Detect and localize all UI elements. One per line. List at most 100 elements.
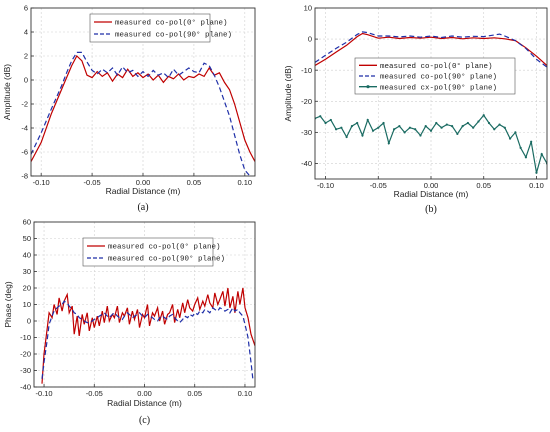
legend-label: measured co-pol(0° plane) — [115, 19, 228, 28]
data-point — [334, 128, 338, 131]
data-point — [408, 126, 412, 129]
series-line-1 — [315, 32, 547, 67]
y-tick-label: -20 — [301, 97, 312, 106]
legend-box — [89, 13, 211, 43]
y-tick-label: 40 — [23, 251, 31, 260]
data-point — [493, 128, 496, 131]
y-tick-label: -2 — [21, 100, 28, 109]
x-tick-label: 0.00 — [136, 178, 151, 187]
y-tick-label: 10 — [304, 4, 312, 13]
legend: measured co-pol(0° plane) measured co-pol… — [354, 57, 516, 95]
data-point — [487, 121, 491, 125]
x-tick-label: 0.05 — [187, 389, 202, 398]
data-point — [403, 131, 406, 134]
data-point — [345, 135, 348, 139]
data-point — [466, 121, 470, 125]
data-point — [324, 121, 327, 125]
chart-panel-1: -0.10 -0.05 0.00 0.05 0.10 -8 -6 -4 -2 0 2 4 6 Radial… — [2, 4, 256, 213]
y-tick-label: 10 — [23, 300, 31, 309]
y-tick-label: -40 — [20, 383, 31, 392]
subfigure-caption: (a) — [137, 202, 148, 213]
data-point — [503, 126, 506, 129]
data-point — [398, 125, 401, 128]
legend: measured co-pol(0° plane) measured co-pol… — [89, 13, 232, 43]
y-tick-label: -4 — [21, 124, 28, 133]
data-point — [445, 123, 448, 126]
series-line-2 — [315, 31, 547, 68]
y-axis-label: Amplitude (dB) — [283, 65, 293, 121]
data-point — [371, 129, 375, 132]
x-tick-label: 0.00 — [424, 181, 439, 190]
series-line-1 — [31, 55, 255, 162]
data-point — [498, 123, 501, 126]
data-point — [392, 128, 396, 131]
data-point — [535, 171, 538, 174]
subfigure-caption: (b) — [425, 204, 437, 215]
data-point — [382, 121, 385, 125]
data-point — [387, 142, 390, 145]
data-point — [482, 114, 485, 117]
x-tick-label: -0.05 — [84, 178, 101, 187]
data-point — [424, 125, 427, 128]
x-axis-label: Radial Distance (m) — [394, 189, 469, 199]
data-point — [524, 156, 528, 159]
y-tick-label: -30 — [301, 128, 312, 137]
x-tick-label: -0.10 — [317, 181, 334, 190]
data-point — [366, 118, 369, 122]
x-tick-label: -0.10 — [35, 389, 52, 398]
x-axis-label: Radial Distance (m) — [107, 398, 182, 408]
x-tick-label: 0.05 — [476, 181, 491, 190]
legend-box — [82, 237, 214, 267]
data-point — [540, 153, 543, 156]
y-tick-label: -20 — [20, 350, 31, 359]
data-point — [477, 120, 480, 123]
y-tick-label: 30 — [23, 267, 31, 276]
x-axis-label: Radial Distance (m) — [106, 186, 181, 196]
x-tick-label: 0.05 — [187, 178, 202, 187]
data-point — [414, 128, 417, 131]
y-tick-label: 6 — [24, 4, 28, 13]
x-tick-label: 0.10 — [238, 389, 253, 398]
y-tick-label: 50 — [23, 234, 31, 243]
legend-box — [354, 57, 516, 95]
data-point — [340, 126, 343, 129]
y-tick-label: -40 — [301, 159, 312, 168]
x-tick-label: 0.10 — [529, 181, 544, 190]
y-tick-label: -10 — [20, 333, 31, 342]
y-tick-label: 20 — [23, 284, 31, 293]
data-point — [530, 140, 533, 143]
subfigure-caption: (c) — [139, 415, 150, 426]
data-point — [419, 134, 422, 137]
legend-marker — [366, 85, 370, 89]
data-point — [450, 125, 454, 128]
x-tick-label: -0.05 — [86, 389, 103, 398]
data-point — [329, 118, 332, 122]
series-line-2 — [31, 51, 251, 176]
y-tick-label: -8 — [21, 172, 28, 181]
legend-label: measured co-pol(90° plane) — [380, 73, 497, 82]
data-point — [519, 146, 522, 150]
legend-label: measured co-pol(0° plane) — [108, 243, 221, 252]
data-point — [361, 134, 364, 137]
y-tick-label: -30 — [20, 366, 31, 375]
data-point — [440, 126, 443, 129]
data-point — [456, 132, 459, 136]
legend-label: measured cx-pol(90° plane) — [380, 83, 497, 92]
series-line-2 — [41, 300, 254, 381]
y-axis-label: Phase (deg) — [3, 281, 13, 327]
data-point — [514, 131, 517, 134]
legend-label: measured co-pol(90° plane) — [108, 255, 225, 264]
data-point — [429, 129, 433, 132]
x-tick-label: -0.05 — [370, 181, 387, 190]
y-tick-label: 4 — [24, 28, 28, 37]
data-point — [319, 115, 322, 118]
y-tick-label: 60 — [23, 218, 31, 227]
y-axis-label: Amplitude (dB) — [2, 64, 12, 120]
series-line-1 — [41, 287, 255, 384]
chart-panel-3: -0.10 -0.05 0.00 0.05 0.10 -40 -30 -20 -10 0 10 20 3… — [3, 218, 256, 426]
x-tick-label: 0.00 — [137, 389, 152, 398]
x-tick-label: -0.10 — [33, 178, 50, 187]
data-point — [472, 126, 475, 129]
y-tick-label: 0 — [24, 76, 28, 85]
